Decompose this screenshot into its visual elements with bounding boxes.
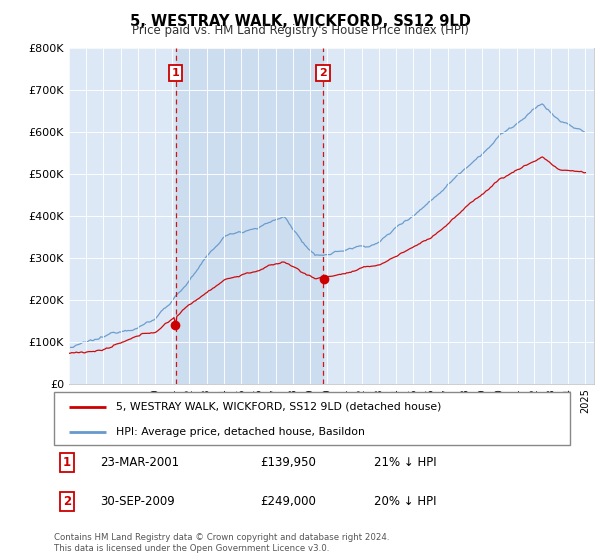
Text: £249,000: £249,000: [260, 495, 316, 508]
Text: Contains HM Land Registry data © Crown copyright and database right 2024.
This d: Contains HM Land Registry data © Crown c…: [54, 533, 389, 553]
Text: 1: 1: [63, 456, 71, 469]
Text: 5, WESTRAY WALK, WICKFORD, SS12 9LD: 5, WESTRAY WALK, WICKFORD, SS12 9LD: [130, 14, 470, 29]
FancyBboxPatch shape: [54, 392, 570, 445]
Text: 23-MAR-2001: 23-MAR-2001: [100, 456, 179, 469]
Text: £139,950: £139,950: [260, 456, 316, 469]
Text: 5, WESTRAY WALK, WICKFORD, SS12 9LD (detached house): 5, WESTRAY WALK, WICKFORD, SS12 9LD (det…: [116, 402, 441, 412]
Text: 30-SEP-2009: 30-SEP-2009: [100, 495, 175, 508]
Text: 1: 1: [172, 68, 179, 78]
Text: Price paid vs. HM Land Registry's House Price Index (HPI): Price paid vs. HM Land Registry's House …: [131, 24, 469, 37]
Text: HPI: Average price, detached house, Basildon: HPI: Average price, detached house, Basi…: [116, 427, 365, 437]
Text: 2: 2: [319, 68, 327, 78]
Text: 2: 2: [63, 495, 71, 508]
Text: 21% ↓ HPI: 21% ↓ HPI: [374, 456, 437, 469]
Bar: [176, 48, 323, 384]
Text: 20% ↓ HPI: 20% ↓ HPI: [374, 495, 436, 508]
